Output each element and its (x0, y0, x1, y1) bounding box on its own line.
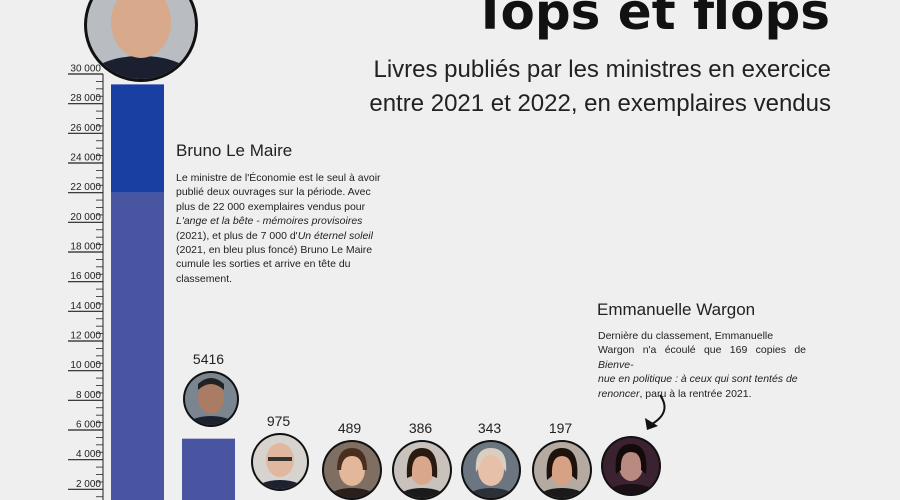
annotation-wargon-line-2: Wargon n'a écoulé que 169 copies de Bien… (598, 343, 806, 372)
chart-title: Tops et flops (473, 0, 830, 41)
annotation-wargon-line-1: Dernière du classement, Emmanuelle (598, 330, 774, 342)
y-tick-label: 24 000 (70, 153, 101, 164)
annotation-bruno-line-5a: (2021), et plus de 7 000 d' (176, 229, 298, 242)
y-tick-label: 28 000 (70, 93, 101, 104)
y-tick-label: 8 000 (76, 390, 101, 401)
annotation-bruno-line-4: L'ange et la bête - mémoires provisoires (176, 214, 383, 228)
annotation-bruno-line-2: publié deux ouvrages sur la période. Ave… (176, 186, 371, 199)
annotation-bruno-name: Bruno Le Maire (176, 141, 293, 160)
y-tick-label: 4 000 (76, 449, 101, 460)
annotation-bruno-line-5: (2021), et plus de 7 000 d'Un éternel so… (176, 229, 383, 243)
annotation-wargon-name: Emmanuelle Wargon (597, 300, 756, 319)
book-title-3c: renoncer (598, 387, 640, 400)
portrait-minister-2 (183, 371, 239, 427)
value-labels: 5416 975 489 386 343 197 (193, 351, 572, 436)
y-tick-label: 12 000 (70, 331, 101, 342)
chart-subtitle-line-2: entre 2021 et 2022, en exemplaires vendu… (369, 90, 831, 117)
bar-minister-2 (182, 438, 235, 500)
value-label-minister-3: 975 (267, 413, 291, 429)
annotation-wargon-line-3: nue en politique : à ceux qui sont tenté… (598, 372, 806, 386)
arrow-icon (651, 394, 666, 425)
value-label-minister-6: 343 (478, 420, 502, 436)
annotation-wargon-line-4: renoncer, paru à la rentrée 2021. (598, 387, 806, 401)
annotation-bruno-text: Le ministre de l'Économie est le seul à … (176, 171, 383, 286)
book-title-1: L'ange et la bête - mémoires provisoires (176, 215, 363, 228)
bar-bruno-le-maire-book-1 (111, 192, 164, 500)
y-tick-label: 30 000 (70, 64, 101, 75)
y-axis: 30 000 28 000 26 000 24 000 22 000 20 000 18 0… (68, 64, 104, 500)
annotation-bruno-line-7: cumule les sorties et arrive en tête du (176, 258, 351, 271)
value-label-minister-5: 386 (409, 420, 433, 436)
portrait-minister-5 (392, 440, 452, 500)
value-label-minister-4: 489 (338, 420, 362, 436)
y-tick-label: 20 000 (70, 212, 101, 223)
portrait-minister-4 (322, 440, 382, 500)
book-title-2: Un éternel soleil (297, 229, 373, 242)
portrait-minister-3 (251, 433, 309, 491)
annotation-bruno-line-8: classement. (176, 272, 233, 285)
portrait-minister-6 (461, 440, 521, 500)
y-tick-label: 22 000 (70, 182, 101, 193)
book-title-3a: Bienve- (598, 358, 634, 371)
y-tick-label: 10 000 (70, 360, 101, 371)
y-tick-label: 18 000 (70, 242, 101, 253)
bars (111, 84, 235, 500)
bar-bruno-le-maire-book-2 (111, 84, 164, 193)
annotation-wargon-line-2a: Wargon n'a écoulé que 169 copies de (598, 344, 806, 357)
value-label-minister-7: 197 (549, 420, 573, 436)
y-tick-label: 2 000 (76, 479, 101, 490)
portrait-bruno-le-maire (84, 0, 198, 82)
book-title-3b: nue en politique : à ceux qui sont tenté… (598, 373, 798, 386)
arrow-head-icon (645, 418, 658, 430)
chart-subtitle-line-1: Livres publiés par les ministres en exer… (373, 56, 831, 83)
annotation-wargon-line-4b: , paru à la rentrée 2021. (639, 387, 752, 400)
annotation-bruno-line-1: Le ministre de l'Économie est le seul à … (176, 172, 381, 184)
annotation-bruno-line-6: (2021, en bleu plus foncé) Bruno Le Mair… (176, 244, 373, 257)
value-label-minister-2: 5416 (193, 351, 224, 367)
annotation-bruno-line-3: plus de 22 000 exemplaires vendus pour (176, 200, 366, 213)
y-tick-label: 14 000 (70, 301, 101, 312)
annotation-wargon-text: Dernière du classement, Emmanuelle Wargo… (598, 329, 806, 401)
y-tick-label: 6 000 (76, 420, 101, 431)
y-tick-label: 26 000 (70, 123, 101, 134)
y-tick-label: 16 000 (70, 271, 101, 282)
portrait-emmanuelle-wargon (601, 436, 661, 496)
portrait-minister-7 (532, 440, 592, 500)
